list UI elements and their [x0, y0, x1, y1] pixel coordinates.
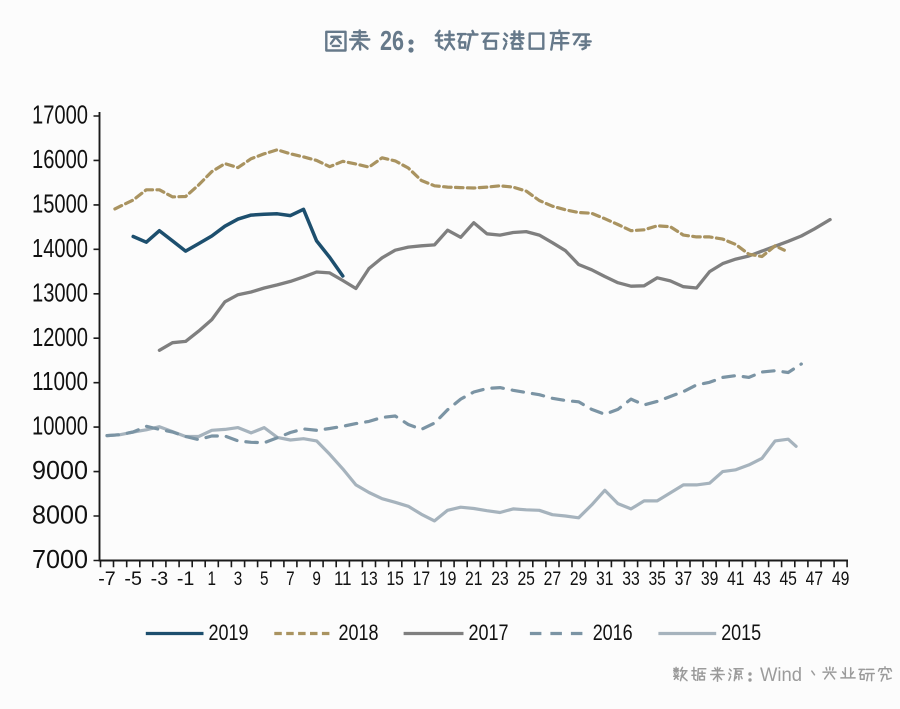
svg-text:-3: -3: [151, 569, 169, 590]
svg-text:7000: 7000: [32, 544, 88, 574]
svg-text:14000: 14000: [32, 233, 88, 263]
svg-text:15: 15: [386, 569, 404, 590]
svg-text:13000: 13000: [32, 277, 88, 307]
svg-text:16000: 16000: [32, 144, 88, 174]
svg-text:2016: 2016: [593, 620, 633, 645]
svg-text:26: 26: [380, 25, 404, 56]
svg-text:3: 3: [234, 569, 243, 590]
svg-text:35: 35: [648, 569, 666, 590]
svg-text:41: 41: [727, 569, 745, 590]
svg-text:43: 43: [753, 569, 771, 590]
svg-text:21: 21: [465, 569, 483, 590]
svg-text:17: 17: [413, 569, 431, 590]
svg-text:31: 31: [596, 569, 614, 590]
svg-text:9000: 9000: [32, 455, 88, 485]
svg-text:25: 25: [517, 569, 535, 590]
svg-text:49: 49: [832, 569, 850, 590]
svg-text:37: 37: [675, 569, 693, 590]
svg-text:45: 45: [779, 569, 797, 590]
svg-text:11000: 11000: [32, 366, 88, 396]
svg-text:-7: -7: [98, 569, 116, 590]
svg-text:27: 27: [544, 569, 562, 590]
svg-text:Wind: Wind: [760, 665, 802, 686]
svg-text:13: 13: [360, 569, 378, 590]
svg-text:17000: 17000: [32, 100, 88, 130]
svg-text:19: 19: [439, 569, 457, 590]
svg-text:9: 9: [312, 569, 321, 590]
svg-text:11: 11: [334, 569, 352, 590]
svg-text:47: 47: [806, 569, 824, 590]
svg-text:23: 23: [491, 569, 509, 590]
svg-text:-1: -1: [177, 569, 195, 590]
svg-text:-5: -5: [124, 569, 142, 590]
svg-text:10000: 10000: [32, 411, 88, 441]
svg-text:12000: 12000: [32, 322, 88, 352]
svg-text:8000: 8000: [32, 500, 88, 530]
svg-text:5: 5: [260, 569, 269, 590]
svg-text:2019: 2019: [209, 620, 249, 645]
svg-text:39: 39: [701, 569, 719, 590]
svg-text:15000: 15000: [32, 188, 88, 218]
svg-text:2018: 2018: [339, 620, 379, 645]
svg-text:33: 33: [622, 569, 640, 590]
svg-text:1: 1: [208, 569, 217, 590]
svg-text:2015: 2015: [721, 620, 761, 645]
svg-text:2017: 2017: [469, 620, 509, 645]
svg-text:29: 29: [570, 569, 588, 590]
svg-text:7: 7: [286, 569, 295, 590]
